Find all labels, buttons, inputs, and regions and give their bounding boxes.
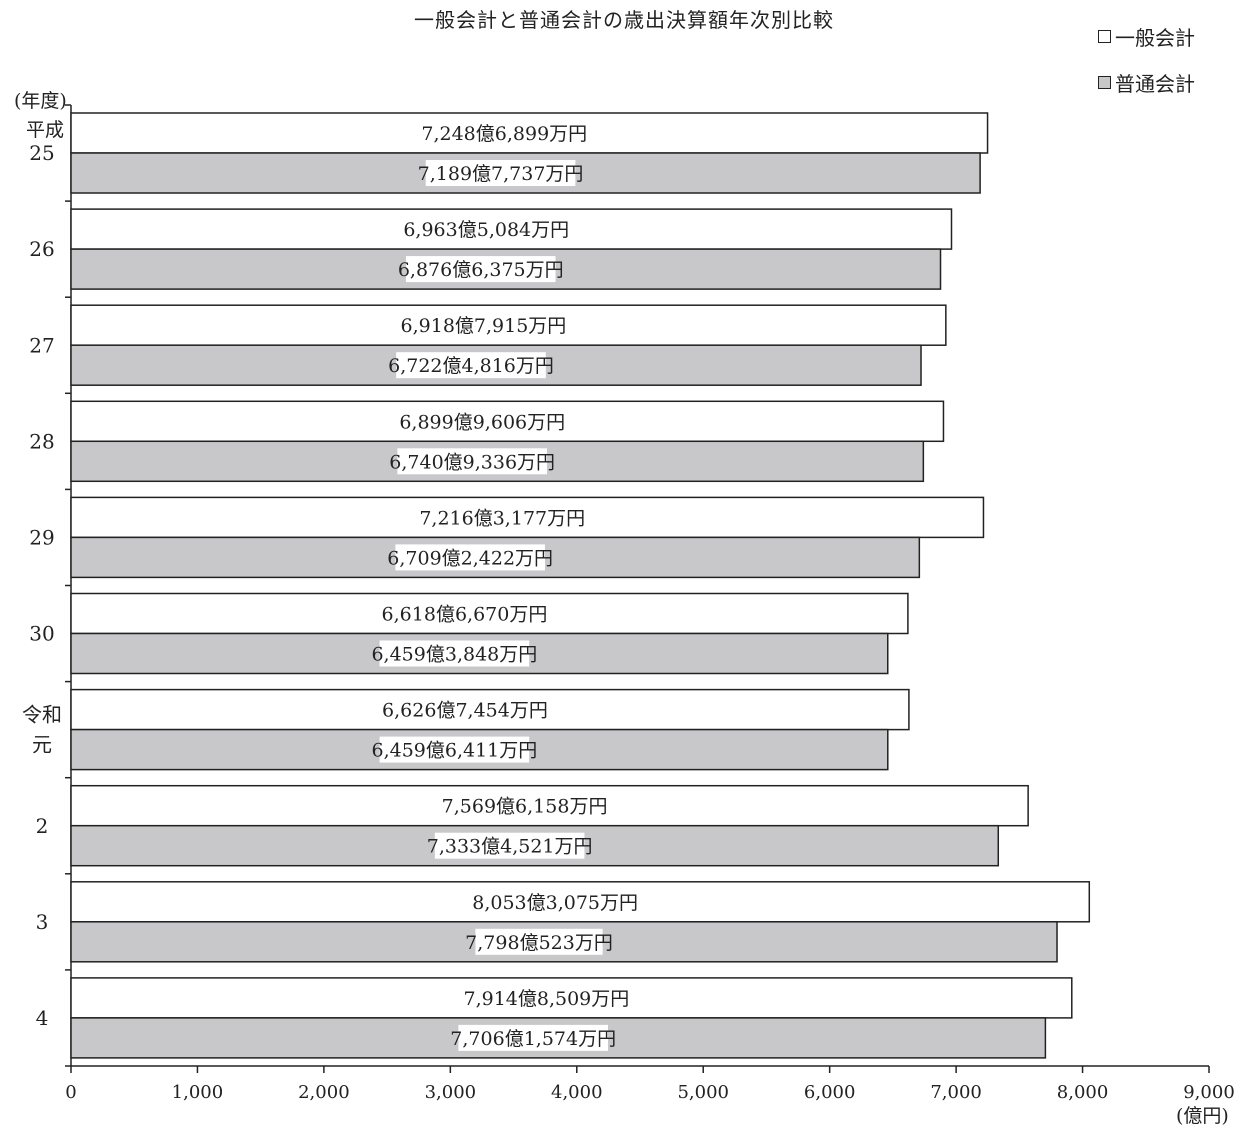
bar-ordinary xyxy=(70,824,1000,867)
data-label-bg xyxy=(405,256,556,283)
data-label-bg xyxy=(458,1024,609,1051)
bar-general xyxy=(70,688,910,731)
data-label-bg xyxy=(379,736,530,763)
legend-label-general: 一般会計 xyxy=(1115,26,1195,50)
data-label-ordinary: 6,740億9,336万円 xyxy=(389,451,555,473)
bar-general xyxy=(70,881,1091,923)
data-label-ordinary: 7,798億523万円 xyxy=(465,932,613,954)
category-label: 26 xyxy=(29,237,54,261)
data-label-bg xyxy=(434,832,585,859)
data-label-ordinary: 6,722億4,816万円 xyxy=(388,355,554,377)
x-tick-label: 2,000 xyxy=(298,1082,350,1103)
bar-general xyxy=(70,400,945,443)
category-label: 4 xyxy=(36,1006,49,1030)
data-label-general: 6,963億5,084万円 xyxy=(403,219,569,241)
bar-general xyxy=(70,304,947,346)
y-unit-label: (年度) xyxy=(14,90,67,112)
bar-general xyxy=(70,784,1029,827)
x-tick-label: 9,000 xyxy=(1183,1082,1235,1103)
category-label: 元 xyxy=(32,733,52,757)
category-label: 29 xyxy=(29,525,54,549)
x-tick-label: 4,000 xyxy=(551,1082,603,1103)
data-label-ordinary: 6,459億6,411万円 xyxy=(371,740,537,762)
data-label-ordinary: 7,706億1,574万円 xyxy=(450,1028,616,1050)
data-label-ordinary: 7,189億7,737万円 xyxy=(418,163,584,185)
x-tick-label: 7,000 xyxy=(930,1082,982,1103)
data-label-general: 8,053億3,075万円 xyxy=(472,892,638,914)
data-label-general: 7,248億6,899万円 xyxy=(421,123,587,145)
chart-title: 一般会計と普通会計の歳出決算額年次別比較 xyxy=(414,8,834,32)
x-tick-label: 8,000 xyxy=(1057,1082,1109,1103)
bar-general xyxy=(70,592,909,635)
data-label-general: 7,569億6,158万円 xyxy=(442,796,608,818)
data-label-general: 6,618億6,670万円 xyxy=(382,604,548,626)
data-label-ordinary: 6,709億2,422万円 xyxy=(387,547,553,569)
x-tick-label: 0 xyxy=(65,1082,76,1103)
legend-item-general: 一般会計 xyxy=(1098,22,1195,51)
data-label-bg xyxy=(379,640,530,667)
data-label-bg xyxy=(396,352,546,379)
data-label-general: 7,914億8,509万円 xyxy=(463,988,629,1010)
category-label: 27 xyxy=(29,333,54,357)
data-label-ordinary: 7,333億4,521万円 xyxy=(427,836,593,858)
legend-swatch-ordinary xyxy=(1098,76,1111,89)
era-label: 平成 xyxy=(26,119,65,141)
data-label-general: 6,899億9,606万円 xyxy=(399,411,565,433)
data-label-general: 7,216億3,177万円 xyxy=(419,507,585,529)
legend-swatch-general xyxy=(1098,30,1111,43)
category-label: 2 xyxy=(36,814,49,838)
legend-label-ordinary: 普通会計 xyxy=(1115,72,1195,96)
category-label: 25 xyxy=(29,141,54,165)
data-label-bg xyxy=(397,448,547,475)
data-label-bg xyxy=(425,160,576,186)
category-label: 3 xyxy=(36,910,49,934)
category-label: 令和 xyxy=(22,703,62,727)
x-tick-label: 1,000 xyxy=(172,1082,224,1103)
bar-general xyxy=(70,977,1073,1019)
x-unit-label: (億円) xyxy=(1176,1105,1229,1127)
data-label-general: 6,626億7,454万円 xyxy=(382,700,548,722)
data-label-general: 6,918億7,915万円 xyxy=(401,315,567,337)
bar-ordinary xyxy=(70,344,922,386)
data-label-ordinary: 6,876億6,375万円 xyxy=(398,259,564,281)
x-tick-label: 6,000 xyxy=(804,1082,856,1103)
x-tick-label: 5,000 xyxy=(677,1082,729,1103)
data-label-ordinary: 6,459億3,848万円 xyxy=(371,644,537,666)
bar-general xyxy=(70,496,985,539)
legend-item-ordinary: 普通会計 xyxy=(1098,68,1195,97)
x-tick-label: 3,000 xyxy=(425,1082,477,1103)
category-label: 28 xyxy=(29,429,54,453)
category-label: 30 xyxy=(29,622,54,646)
data-label-bg xyxy=(475,928,603,955)
bar-general xyxy=(70,112,989,154)
bar-general xyxy=(70,208,953,250)
data-label-bg xyxy=(395,544,545,571)
